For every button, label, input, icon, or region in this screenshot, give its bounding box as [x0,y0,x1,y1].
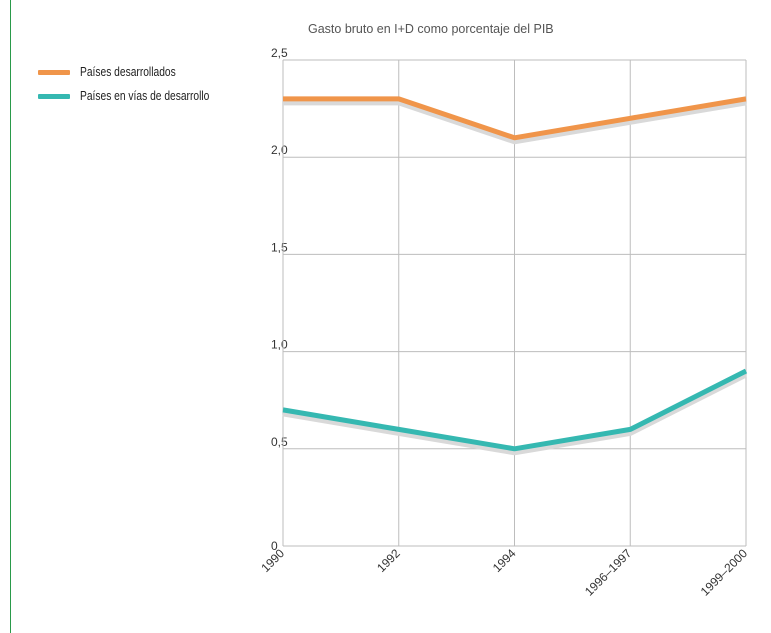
chart-subtitle: Gasto bruto en I+D como porcentaje del P… [308,22,554,36]
x-tick-label: 1994 [490,546,519,575]
legend-label-developing: Países en vías de desarrollo [80,89,210,103]
x-tick-label: 1990 [258,546,287,575]
x-tick-label: 1992 [374,546,403,575]
legend-label-developed: Países desarrollados [80,65,176,79]
y-tick-label: 2,0 [271,143,288,157]
y-tick-label: 0 [271,539,278,553]
left-border-rule [10,0,11,633]
legend-swatch-developed [38,69,70,75]
x-tick-label: 1996–1997 [582,546,635,599]
y-tick-label: 0,5 [271,435,288,449]
x-tick-label: 1999–2000 [698,546,751,599]
series-shadow [282,372,748,456]
legend-item-developed: Países desarrollados [38,60,238,84]
y-tick-label: 1,5 [271,240,288,254]
y-tick-label: 1,0 [271,338,288,352]
y-tick-label: 2,5 [271,46,288,60]
legend-swatch-developing [38,93,70,99]
legend-item-developing: Países en vías de desarrollo [38,84,238,108]
chart-legend: Países desarrollados Países en vías de d… [38,60,238,108]
series-shadow [283,100,747,145]
